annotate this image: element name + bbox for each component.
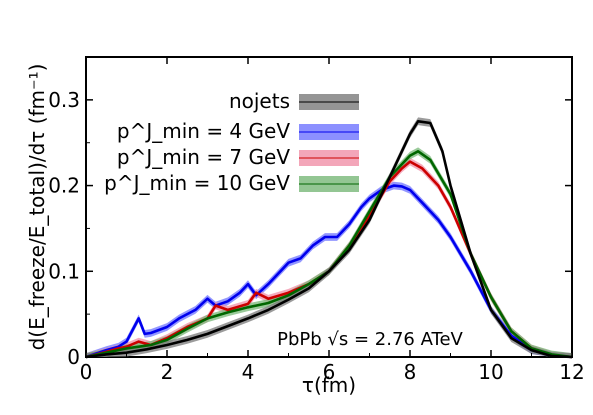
y-tick-label: 0.2 xyxy=(48,174,80,198)
x-axis-title: τ(fm) xyxy=(302,373,356,397)
legend: nojets p^J_min = 4 GeV p^J_min = 7 GeV p… xyxy=(104,89,359,195)
line-4gev xyxy=(85,184,573,359)
legend-label-4gev: p^J_min = 4 GeV xyxy=(117,119,290,143)
x-tick-label: 2 xyxy=(161,360,174,384)
y-tick-label: 0 xyxy=(67,345,80,369)
axis-ticks: 0 2 4 6 8 10 12 0 0.1 0.2 0.3 xyxy=(48,57,585,384)
legend-label-nojets: nojets xyxy=(229,89,290,113)
line-10gev xyxy=(85,150,573,359)
legend-swatches xyxy=(299,94,359,192)
series-lines xyxy=(85,120,573,359)
y-tick-label: 0.1 xyxy=(48,259,80,283)
x-tick-label: 12 xyxy=(559,360,584,384)
x-tick-label: 10 xyxy=(478,360,503,384)
x-tick-label: 4 xyxy=(242,360,255,384)
legend-label-7gev: p^J_min = 7 GeV xyxy=(117,145,290,169)
x-tick-label: 8 xyxy=(404,360,417,384)
x-tick-label: 0 xyxy=(80,360,93,384)
line-nojets xyxy=(85,120,573,359)
y-axis-title: d(E_freeze/E_total)/dτ (fm⁻¹) xyxy=(25,64,49,351)
x-tick-label: 6 xyxy=(323,360,336,384)
y-tick-label: 0.3 xyxy=(48,88,80,112)
collision-annotation: PbPb √s = 2.76 ATeV xyxy=(277,329,463,350)
legend-label-10gev: p^J_min = 10 GeV xyxy=(104,171,290,195)
